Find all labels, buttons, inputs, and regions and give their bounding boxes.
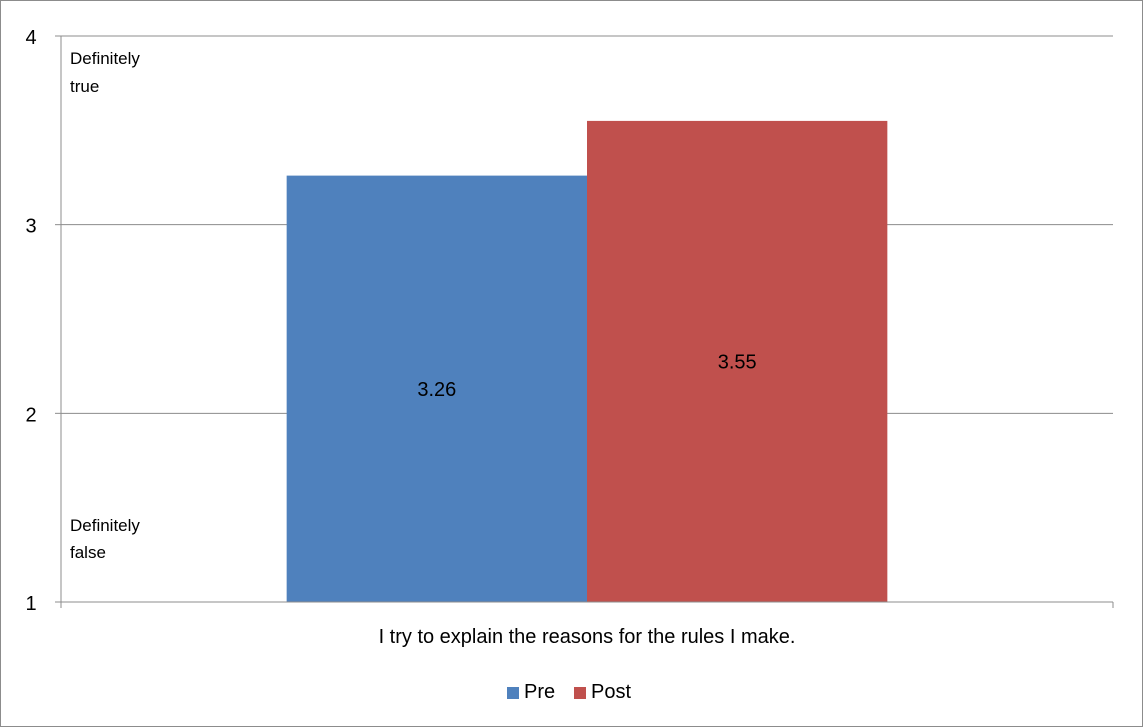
legend-label-post: Post bbox=[591, 681, 632, 703]
axes bbox=[55, 35, 1114, 608]
y-tick-label-1: 1 bbox=[25, 593, 36, 615]
y-tick-label-3: 3 bbox=[25, 216, 36, 238]
legend-swatch-pre bbox=[507, 686, 519, 699]
data-labels: 3.26 3.55 bbox=[417, 351, 756, 400]
annotation-top-line-2: true bbox=[70, 77, 99, 96]
legend-label-pre: Pre bbox=[524, 681, 556, 703]
annotation-bottom-line-1: Definitely bbox=[70, 516, 140, 535]
bar-pre bbox=[286, 175, 587, 602]
y-tick-label-2: 2 bbox=[25, 404, 36, 426]
y-tick-label-4: 4 bbox=[25, 27, 36, 49]
data-label-pre: 3.26 bbox=[417, 379, 456, 401]
y-tick-labels: 1 2 3 4 bbox=[25, 27, 36, 615]
legend-swatch-post bbox=[574, 686, 586, 699]
x-axis-label: I try to explain the reasons for the rul… bbox=[379, 626, 796, 648]
annotation-top-line-1: Definitely bbox=[70, 49, 140, 68]
bars bbox=[286, 120, 888, 603]
data-label-post: 3.55 bbox=[718, 351, 757, 373]
annotation-bottom-line-2: false bbox=[70, 543, 106, 562]
legend-item-pre: Pre bbox=[507, 681, 555, 704]
legend-item-post: Post bbox=[574, 681, 631, 704]
bar-post bbox=[587, 120, 888, 603]
